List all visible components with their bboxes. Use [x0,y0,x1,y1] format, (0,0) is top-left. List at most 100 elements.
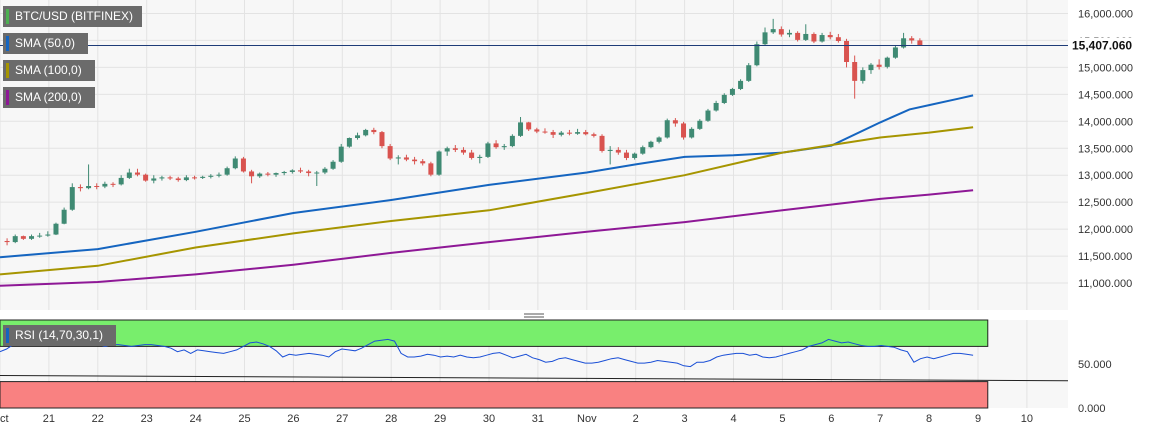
x-tick-label: 3 [682,413,688,425]
candle-body [509,135,515,147]
candle-body [566,132,572,134]
candle-body [403,157,409,160]
candle-body [599,135,605,151]
last-price-label: 15,407.060 [1072,38,1132,52]
x-tick-label: Oct [0,413,9,425]
candle-body [892,47,898,58]
legend-sma-200[interactable]: SMA (200,0) [3,87,95,108]
x-tick-label: Nov [577,413,597,425]
candle-body [338,146,344,162]
candle-body [860,70,866,81]
candle-body [493,143,499,148]
candle-body [623,152,629,158]
candle-body [697,120,703,129]
candle-body [61,209,67,224]
y-tick-label: 11,500.000 [1078,251,1132,263]
candle-body [909,38,915,41]
legend-sma-100[interactable]: SMA (100,0) [3,60,95,81]
candle-body [265,173,271,175]
legend-swatch-sma-100 [6,63,9,78]
candle-body [542,131,548,133]
x-tick-label: 25 [238,413,250,425]
rsi-line [0,336,974,368]
candle-body [835,37,841,41]
y-tick-label: 13,000.000 [1078,170,1133,182]
candle-body [721,94,727,103]
y-tick-label: 14,500.000 [1078,89,1133,101]
candle-body [314,172,320,174]
candle-body [852,62,858,81]
candle-body [77,187,83,189]
x-tick-label: 26 [287,413,299,425]
candle-body [656,137,662,142]
candle-body [200,176,206,178]
legend-label-sma-50: SMA (50,0) [15,36,76,50]
candle-body [558,132,564,135]
candle-body [37,235,43,237]
candle-body [469,152,475,158]
candle-body [713,102,719,111]
x-tick-label: 6 [828,413,834,425]
candle-body [322,168,328,173]
legend-label-btcusd: BTC/USD (BITFINEX) [15,9,134,23]
candle-body [159,177,165,179]
candle-body [689,128,695,138]
candle-body [738,80,744,89]
candle-body [803,33,809,40]
candle-body [811,33,817,42]
candle-body [232,158,238,169]
rsi-trendline [0,374,1069,382]
x-tick-label: 31 [532,413,544,425]
rsi-oversold-zone [0,381,989,409]
legend-rsi[interactable]: RSI (14,70,30,1) [3,325,116,346]
candle-body [526,122,532,130]
y-tick-label: 13,500.000 [1078,143,1133,155]
candle-body [224,168,230,175]
candle-body [126,172,132,178]
candle-body [240,158,246,172]
x-tick-label: 24 [189,413,201,425]
candle-body [884,57,890,67]
x-tick-label: 21 [43,413,55,425]
candle-body [371,129,377,133]
candle-body [746,65,752,81]
candle-body [632,153,638,158]
legend-sma-50[interactable]: SMA (50,0) [3,33,88,54]
x-tick-label: 2 [633,413,639,425]
candle-body [167,177,173,179]
candle-body [917,40,923,46]
y-tick-label: 14,000.000 [1078,116,1133,128]
legend-swatch-sma-50 [6,36,9,51]
candle-body [249,171,255,177]
candle-body [94,186,100,187]
candle-body [428,163,434,175]
candle-body [412,159,418,162]
legend-label-sma-200: SMA (200,0) [15,90,82,104]
candle-body [591,134,597,136]
candle-body [289,170,295,172]
candle-body [151,178,157,181]
candle-body [20,236,26,239]
candle-body [29,236,35,239]
candle-body [444,148,450,152]
candle-body [143,174,149,181]
candle-body [110,183,116,185]
candle-body [575,132,581,134]
x-tick-label: 8 [926,413,932,425]
x-tick-label: 5 [779,413,785,425]
candle-body [729,88,735,95]
x-tick-label: 27 [336,413,348,425]
candle-body [819,35,825,42]
candle-body [648,141,654,148]
candle-body [664,120,670,138]
x-tick-label: 10 [1021,413,1033,425]
legend-btcusd[interactable]: BTC/USD (BITFINEX) [3,6,142,27]
candle-body [69,187,75,210]
candle-body [102,183,108,187]
candle-body [607,149,613,151]
candle-body [257,173,263,177]
legend-label-sma-100: SMA (100,0) [15,63,82,77]
x-tick-label: 4 [730,413,736,425]
